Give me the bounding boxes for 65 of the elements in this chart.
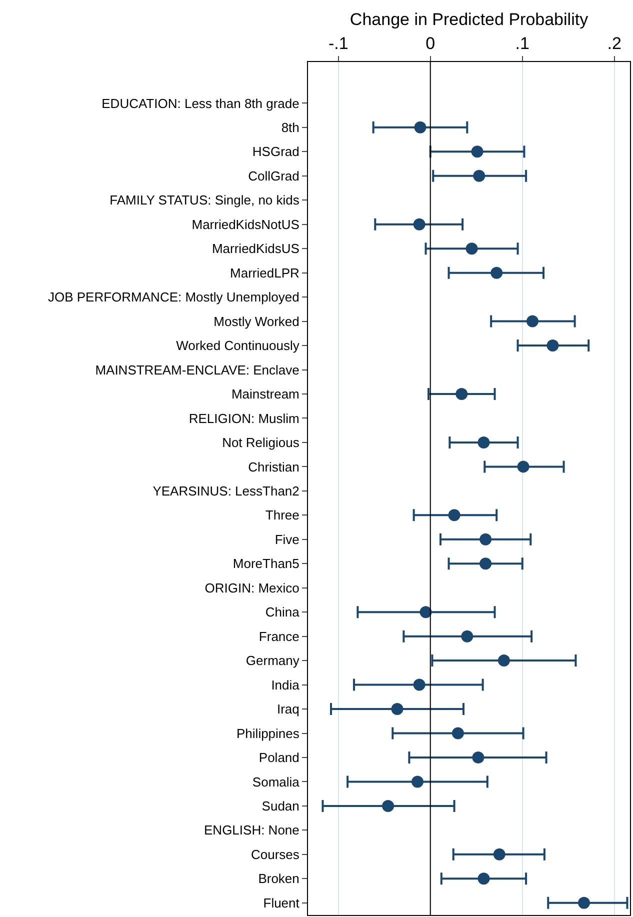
y-tick-label: Broken [258, 871, 300, 886]
y-tick-label: MarriedKidsUS [212, 241, 300, 256]
point [466, 242, 478, 255]
y-tick-label: MarriedKidsNotUS [192, 216, 300, 232]
y-tick-label: Somalia [252, 774, 300, 790]
point [526, 315, 538, 328]
x-tick-label: 0 [426, 34, 436, 54]
y-tick-label: Three [265, 508, 300, 523]
y-tick-label: Philippines [236, 726, 300, 741]
y-tick-label: FAMILY STATUS: Single, no kids [110, 192, 300, 208]
y-tick-label: 8th [281, 120, 300, 135]
y-tick-label: Five [274, 532, 300, 547]
y-tick-label: Germany [246, 653, 300, 668]
x-tick-label: -.1 [328, 34, 348, 54]
point [478, 436, 490, 448]
point [413, 678, 426, 691]
y-tick-label: China [265, 604, 300, 620]
point [414, 121, 426, 134]
y-tick-label: MAINSTREAM-ENCLAVE: Enclave [95, 362, 300, 378]
y-tick-label: India [271, 677, 300, 692]
point [461, 630, 474, 642]
point [498, 654, 510, 667]
y-tick-label: Christian [248, 459, 300, 474]
point [480, 558, 492, 570]
point [472, 751, 484, 764]
y-tick-label: Sudan [262, 798, 300, 814]
y-tick-label: Worked Continuously [176, 338, 300, 354]
point [382, 800, 394, 812]
y-tick-label: Not Religious [222, 435, 300, 450]
point [452, 727, 464, 740]
y-tick-label: RELIGION: Muslim [188, 410, 300, 426]
point [480, 533, 492, 546]
y-tick-label: Poland [258, 750, 300, 766]
point [413, 218, 426, 230]
point [546, 340, 559, 352]
y-tick-label: Fluent [263, 895, 300, 910]
x-axis-title: Change in Predicted Probability [350, 10, 589, 29]
y-tick-label: MarriedLPR [230, 265, 300, 280]
point [448, 509, 460, 522]
y-tick-label: France [258, 628, 300, 644]
y-tick-label: HSGrad [252, 144, 300, 160]
y-tick-label: YEARSINUS: LessThan2 [152, 483, 300, 498]
y-tick-label: Iraq [276, 702, 300, 717]
y-tick-label: MoreThan5 [232, 556, 300, 572]
point [456, 388, 468, 400]
y-tick-label: JOB PERFORMANCE: Mostly Unemployed [48, 290, 300, 305]
y-tick-label: Mostly Worked [214, 314, 300, 329]
y-tick-label: EDUCATION: Less than 8th grade [102, 96, 300, 111]
point [493, 848, 506, 860]
point [473, 170, 486, 182]
point [471, 146, 484, 158]
point [411, 776, 424, 788]
x-tick-label: .1 [515, 34, 530, 54]
point [578, 896, 590, 909]
y-tick-label: Courses [250, 846, 300, 862]
y-tick-label: ORIGIN: Mexico [204, 580, 300, 596]
point [420, 606, 432, 618]
point [490, 266, 503, 279]
x-tick-label: .2 [607, 34, 622, 54]
y-tick-label: Mainstream [231, 386, 300, 402]
y-tick-label: ENGLISH: None [204, 822, 300, 838]
point [478, 872, 490, 885]
point [517, 460, 530, 473]
point [391, 703, 404, 716]
y-tick-label: CollGrad [248, 168, 300, 184]
